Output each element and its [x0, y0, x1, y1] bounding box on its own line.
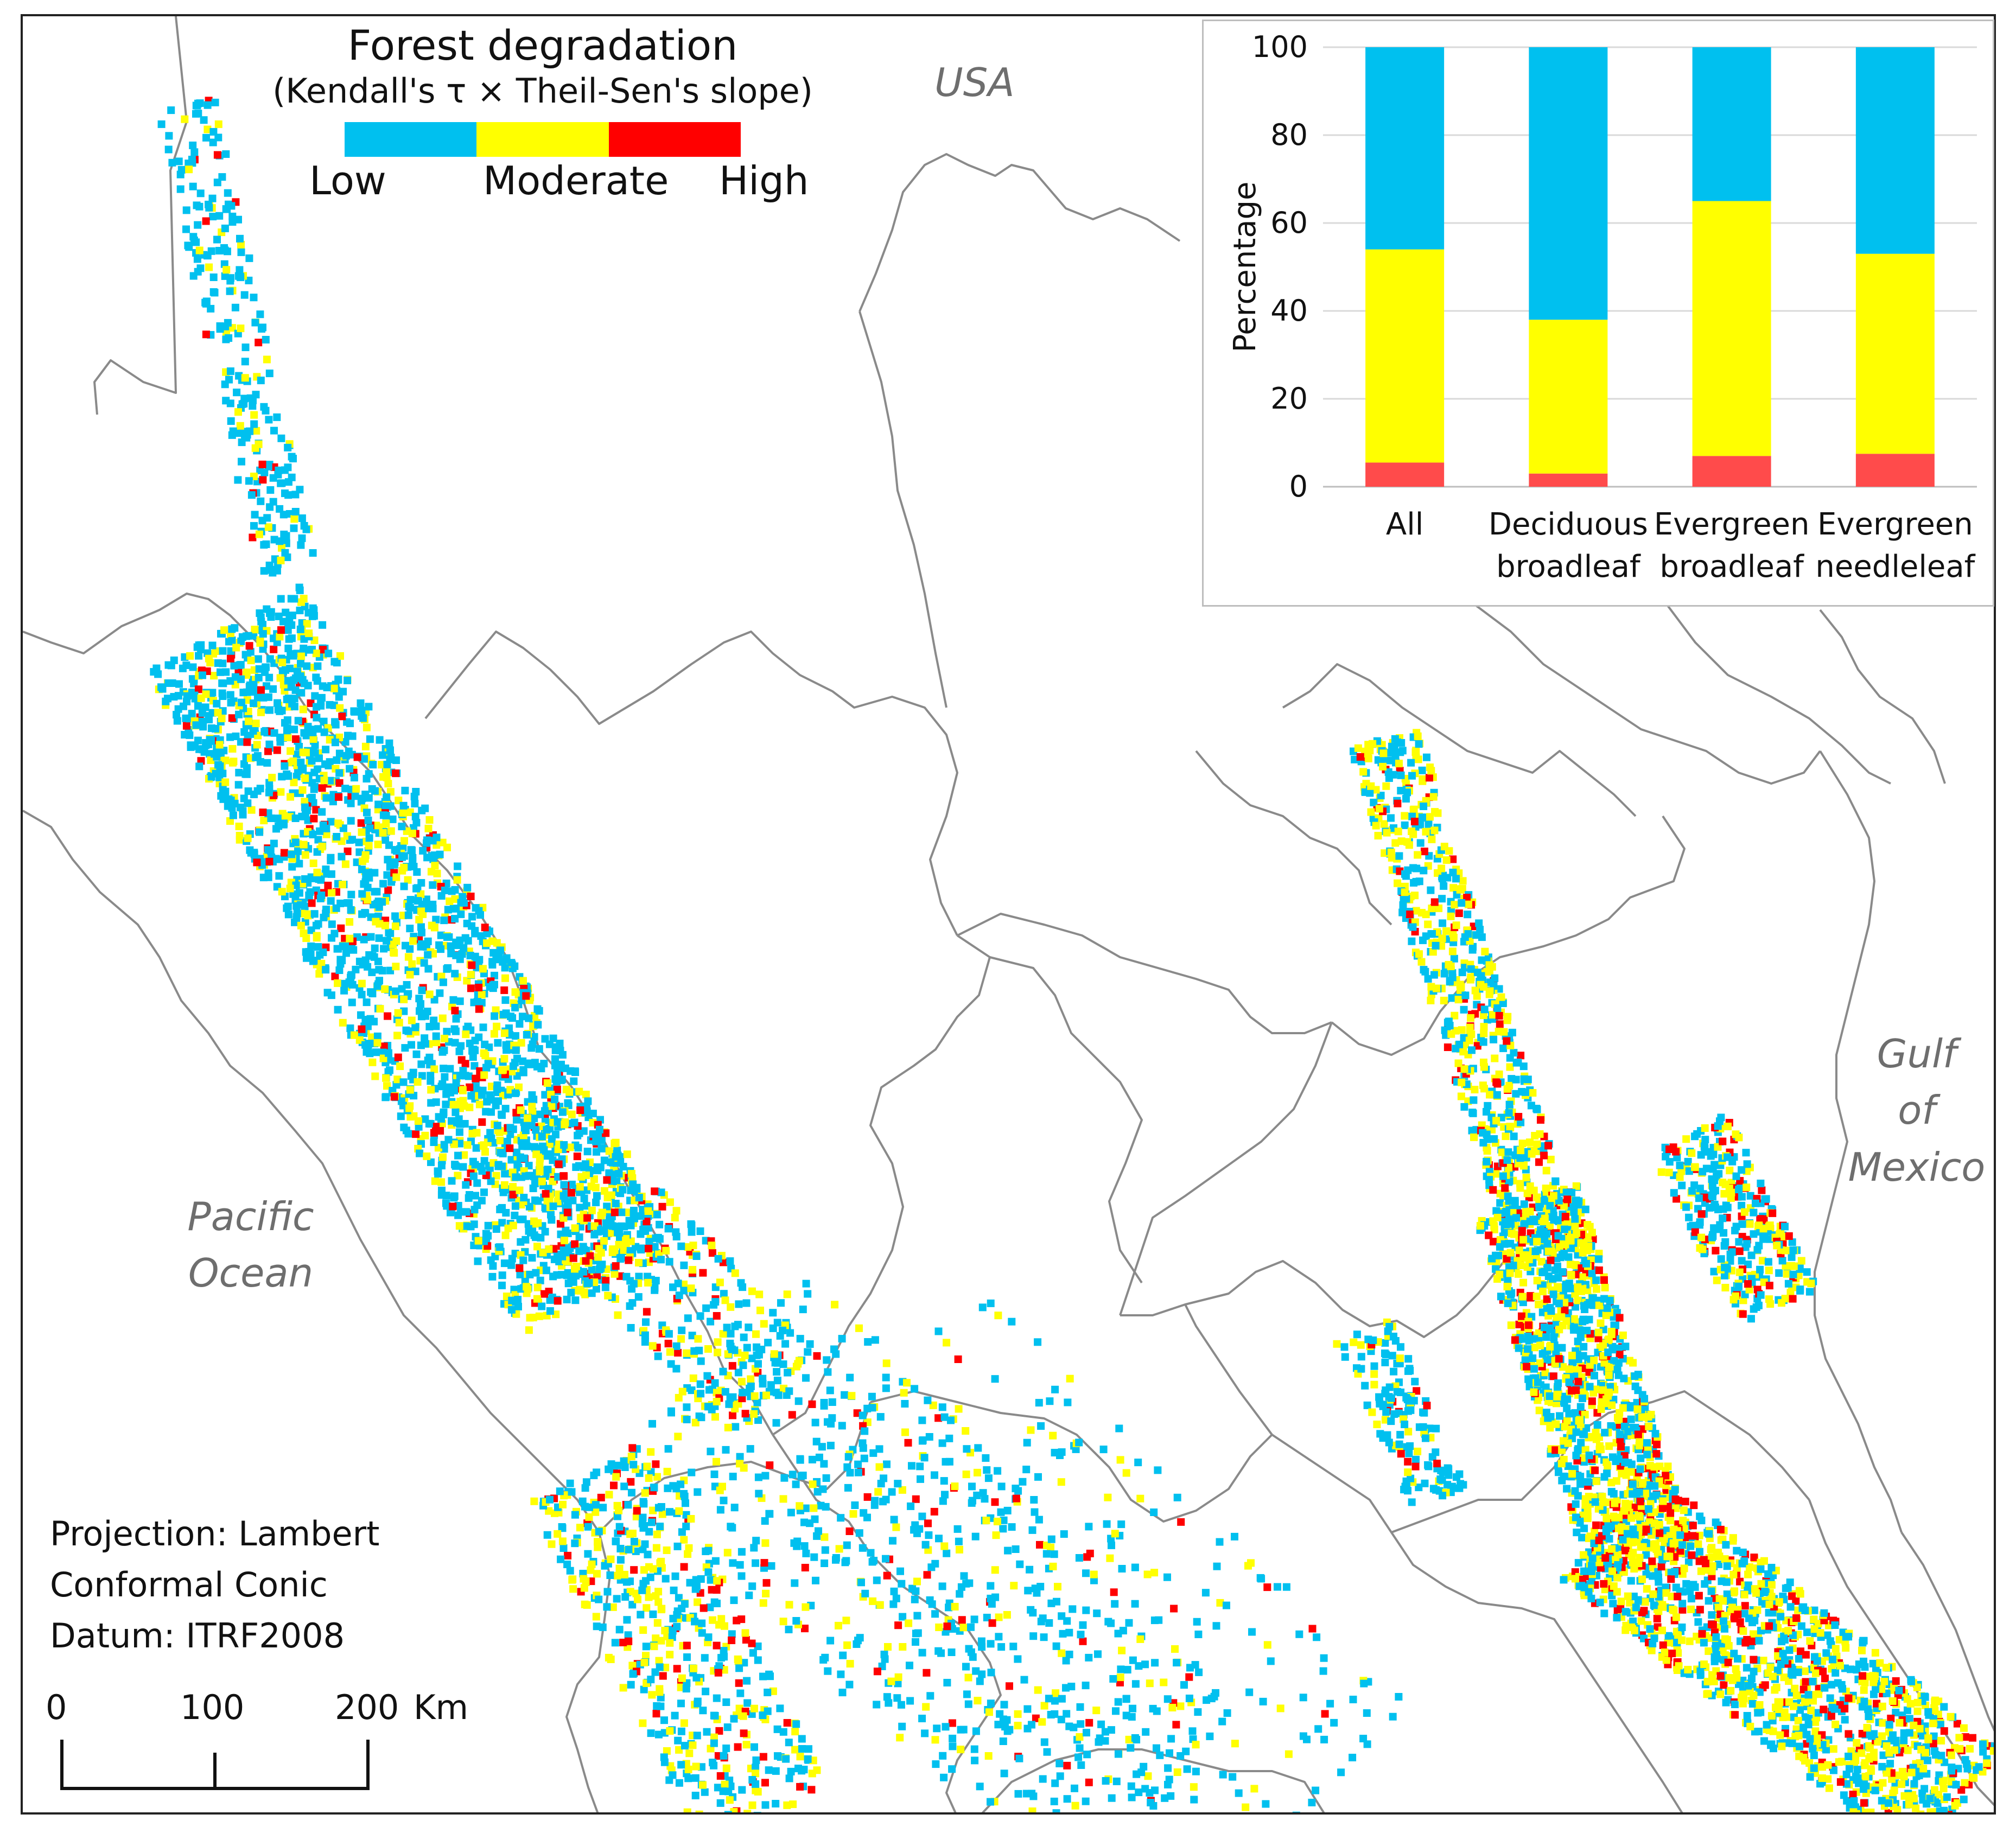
scale-label-0: 0: [46, 1688, 67, 1727]
inset-chart-svg: 0 20 40 60 80 100 Percentage All Deciduous broadl…: [1228, 30, 1977, 584]
map-info: Projection: Lambert Conformal Conic Datu…: [50, 1508, 379, 1662]
bar-low-2: [1692, 47, 1771, 201]
x-category-label-2-1: broadleaf: [1659, 549, 1804, 584]
bar-high-0: [1365, 462, 1445, 487]
bar-high-2: [1692, 456, 1771, 487]
x-category-label-1-1: broadleaf: [1496, 549, 1641, 584]
forest-degradation-pixels: [150, 97, 1994, 1812]
x-category-label-0-0: All: [1386, 507, 1423, 542]
pacific-ocean-label: Pacific Ocean: [158, 1188, 343, 1302]
inset-stacked-bar-chart: 0 20 40 60 80 100 Percentage All Deciduous broadl…: [1202, 20, 1994, 607]
bar-high-3: [1855, 454, 1935, 487]
legend-label-moderate: Moderate: [483, 157, 669, 203]
gulf-label-line1: Gulf: [1877, 1031, 1957, 1077]
legend-color-ramp: [345, 122, 741, 157]
y-axis-label: Percentage: [1228, 181, 1263, 352]
scale-label-100: 100: [180, 1688, 245, 1727]
scale-label-200: 200: [335, 1688, 399, 1727]
y-tick-label-100: 100: [1252, 30, 1308, 64]
y-tick-label-80: 80: [1270, 118, 1308, 152]
projection-line2: Conformal Conic: [50, 1565, 328, 1605]
pacific-ocean-line2: Ocean: [188, 1250, 314, 1296]
pacific-ocean-line1: Pacific: [187, 1194, 314, 1239]
gulf-label-line2: of: [1898, 1087, 1936, 1134]
y-tick-label-20: 20: [1270, 381, 1308, 416]
bar-moderate-0: [1365, 249, 1445, 463]
projection-line1: Projection: Lambert: [50, 1514, 380, 1554]
bar-moderate-2: [1692, 201, 1771, 456]
legend-label-low: Low: [309, 157, 386, 203]
bar-high-1: [1529, 473, 1608, 487]
bar-low-1: [1529, 47, 1608, 320]
legend-label-high: High: [719, 157, 809, 203]
scale-bar-line: [60, 1740, 370, 1790]
scale-bar: 0 100 200 Km: [46, 1688, 538, 1796]
y-tick-label-60: 60: [1270, 206, 1308, 240]
map-canvas[interactable]: [23, 16, 1996, 1815]
usa-label: USA: [934, 60, 1015, 105]
legend-subtitle: (Kendall's τ × Theil-Sen's slope): [272, 71, 813, 111]
bar-low-3: [1855, 47, 1935, 254]
y-tick-label-0: 0: [1289, 469, 1308, 504]
legend-labels: Low Moderate High: [298, 157, 809, 203]
bar-low-0: [1365, 47, 1445, 250]
x-category-label-3-1: needleleaf: [1815, 549, 1975, 584]
gulf-of-mexico-label: Gulf of Mexico: [1835, 1026, 1994, 1195]
bar-moderate-3: [1855, 253, 1935, 454]
legend-title: Forest degradation: [347, 21, 738, 69]
datum-text: Datum: ITRF2008: [50, 1616, 345, 1656]
scale-unit: Km: [414, 1688, 469, 1727]
bar-moderate-1: [1529, 320, 1608, 474]
x-category-label-2-0: Evergreen: [1654, 507, 1810, 542]
gulf-label-line3: Mexico: [1848, 1144, 1986, 1190]
x-category-label-1-0: Deciduous: [1489, 507, 1648, 542]
legend: Forest degradation (Kendall's τ × Theil-…: [255, 21, 830, 203]
x-category-label-3-0: Evergreen: [1817, 507, 1973, 542]
legend-swatch-high: [608, 122, 741, 157]
legend-swatch-low: [345, 122, 477, 157]
y-tick-label-40: 40: [1270, 294, 1308, 328]
legend-swatch-moderate: [476, 122, 609, 157]
